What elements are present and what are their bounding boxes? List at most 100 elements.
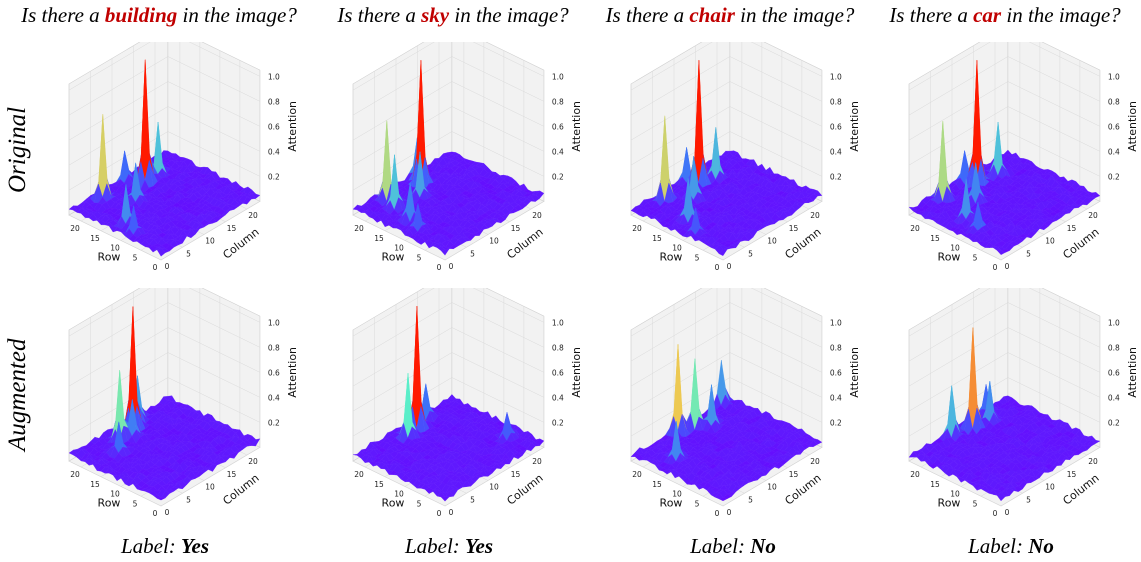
column-tick-label: 20 [1088,211,1098,220]
row-tick-label: 20 [70,224,80,233]
column-tick-label: 15 [227,224,237,233]
attention-axis-label: Attention [570,347,583,398]
plot-augmented-chair: 0 5 10 15 20 0 5 10 15 20 0.2 0.4 0.6 0.8 1.0 Row Column… [598,288,868,528]
z-grid-line [68,42,261,91]
plot-augmented-car: 0 5 10 15 20 0 5 10 15 20 0.2 0.4 0.6 0.8 1.0 Row Column… [876,288,1141,528]
row-axis-label: Row [660,497,683,510]
row-grid-line [444,70,545,261]
z-grid-line [908,377,1101,437]
row-tick-label: 5 [695,253,700,262]
attention-tick-label: 0.2 [268,172,280,181]
attention-tick-label: 1.0 [1108,318,1120,327]
column-tick-label: 5 [470,495,475,504]
row-tick-label: 15 [930,234,940,243]
attention-tick-label: 0.4 [1108,147,1120,156]
col-grid-line [630,329,724,507]
attention-tick-label: 0.6 [552,122,564,131]
answer-label-prefix: Label: [120,534,182,558]
row-tick-label: 10 [950,490,960,499]
attention-axis-label: Attention [570,101,583,152]
column-tick-label: 15 [1067,470,1077,479]
z-grid-line [630,81,823,141]
question-title-car: Is there a car in the image? [872,3,1138,33]
answer-label-prefix: Label: [690,534,751,558]
row-tick-label: 0 [437,509,442,518]
row-axis-label: Row [382,497,405,510]
z-grid-line [352,377,545,437]
attention-tick-label: 0.6 [830,368,842,377]
column-tick-label: 10 [1045,237,1055,246]
attention-tick-label: 0.2 [1108,172,1120,181]
plot-original-chair: 0 5 10 15 20 0 5 10 15 20 0.2 0.4 0.6 0.8 1.0 Row Column… [598,42,868,282]
z-grid-line [908,81,1101,141]
row-tick-label: 0 [993,263,998,272]
z-grid-line [352,327,545,387]
surface-cell [440,248,450,256]
column-tick-label: 20 [248,211,258,220]
attention-axis-label: Attention [1126,101,1139,152]
z-grid-line [630,288,823,337]
attention-tick-label: 0.8 [268,97,280,106]
attention-tick-label: 0.8 [552,343,564,352]
z-grid-line [908,352,1101,412]
answer-label-prefix: Label: [968,534,1029,558]
row-tick-label: 15 [652,480,662,489]
column-tick-label: 0 [165,262,170,271]
column-tick-label: 20 [248,457,258,466]
row-tick-label: 0 [715,263,720,272]
row-tick-label: 5 [695,499,700,508]
z-grid-line [630,327,823,387]
answer-label-chair: Label: No [628,534,838,559]
attention-tick-label: 0.6 [552,368,564,377]
question-suffix: in the image? [1001,3,1121,27]
row-axis-label: Row [98,251,121,264]
attention-tick-label: 1.0 [268,318,280,327]
attention-tick-label: 0.8 [830,97,842,106]
row-tick-label: 15 [90,234,100,243]
column-tick-label: 0 [727,262,732,271]
question-title-sky: Is there a sky in the image? [318,3,588,33]
row-tick-label: 10 [110,490,120,499]
z-grid-line [68,327,261,387]
attention-axis-label: Attention [286,101,299,152]
z-grid-line [352,302,545,362]
column-tick-label: 0 [449,262,454,271]
row-tick-label: 0 [153,509,158,518]
z-grid-line [630,302,823,362]
column-tick-label: 20 [810,211,820,220]
question-object: sky [421,3,450,27]
answer-label-building: Label: Yes [60,534,270,559]
row-tick-label: 10 [672,244,682,253]
attention-tick-label: 1.0 [830,318,842,327]
column-tick-label: 20 [532,457,542,466]
attention-tick-label: 0.2 [268,418,280,427]
column-tick-label: 15 [227,470,237,479]
z-grid-line [630,352,823,412]
column-tick-label: 10 [205,483,215,492]
row-tick-label: 10 [110,244,120,253]
z-grid-line [68,56,261,116]
row-tick-label: 10 [394,490,404,499]
row-tick-label: 10 [672,490,682,499]
z-grid-line [68,288,261,337]
plot-original-car: 0 5 10 15 20 0 5 10 15 20 0.2 0.4 0.6 0.8 1.0 Row Column… [876,42,1141,282]
column-tick-label: 5 [186,249,191,258]
answer-value: No [1028,534,1054,558]
z-grid-line [908,288,1101,337]
surface-cell [996,250,1006,255]
row-tick-label: 0 [715,509,720,518]
column-tick-label: 0 [449,508,454,517]
question-title-chair: Is there a chair in the image? [590,3,870,33]
row-tick-label: 20 [70,470,80,479]
column-tick-label: 20 [532,211,542,220]
row-grid-line [160,70,261,261]
column-tick-label: 15 [1067,224,1077,233]
column-tick-label: 10 [1045,483,1055,492]
